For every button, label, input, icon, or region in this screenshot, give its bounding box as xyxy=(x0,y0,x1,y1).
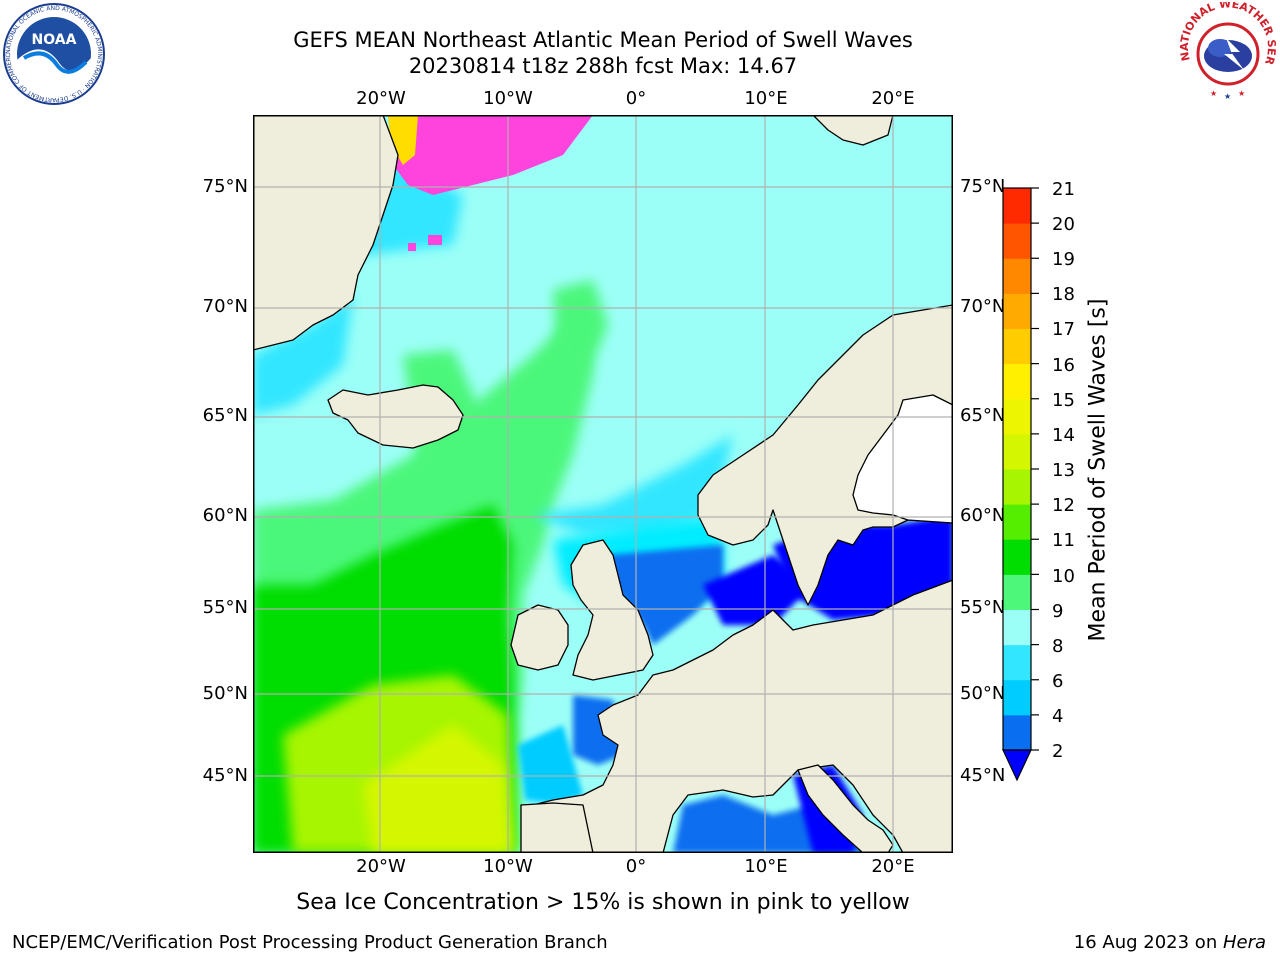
chart-subtitle: 20230814 t18z 288h fcst Max: 14.67 xyxy=(408,54,798,78)
colorbar-band xyxy=(1003,504,1031,540)
lat-label-left-45n: 45°N xyxy=(202,765,248,786)
graticule xyxy=(253,115,953,853)
noaa-logo: NATIONAL OCEANIC AND ATMOSPHERIC ADMINIS… xyxy=(2,2,105,105)
colorbar-band xyxy=(1003,644,1031,681)
noaa-logo-text: NOAA xyxy=(32,32,77,48)
colorbar-tick-label: 4 xyxy=(1052,706,1064,727)
svg-text:★: ★ xyxy=(1224,92,1231,101)
lon-label-bottom-10w: 10°W xyxy=(483,856,533,877)
colorbar-tick-label: 17 xyxy=(1052,319,1075,340)
scandinavia-land xyxy=(697,304,953,606)
lat-label-right-65n: 65°N xyxy=(960,405,1006,426)
lat-label-left-50n: 50°N xyxy=(202,683,248,704)
svg-text:★: ★ xyxy=(1210,89,1217,98)
lon-label-top-0: 0° xyxy=(625,88,647,109)
colorbar-bands xyxy=(1003,188,1031,751)
colorbar-tick-label: 16 xyxy=(1052,355,1075,376)
footer-date: 16 Aug 2023 on Hera xyxy=(1074,932,1266,953)
lat-label-left-75n: 75°N xyxy=(202,176,248,197)
lon-label-top-10w: 10°W xyxy=(483,88,533,109)
british-isles-land xyxy=(570,539,654,681)
finland-white-region xyxy=(852,394,953,524)
colorbar-tick-label: 19 xyxy=(1052,249,1075,270)
colorbar-tick-label: 13 xyxy=(1052,460,1075,481)
ireland-land xyxy=(510,604,569,671)
lon-label-top-20w: 20°W xyxy=(356,88,406,109)
lat-label-right-70n: 70°N xyxy=(960,296,1006,317)
lon-label-top-10e: 10°E xyxy=(744,88,788,109)
colorbar-band xyxy=(1003,328,1031,365)
colorbar-tick-label: 8 xyxy=(1052,636,1064,657)
lon-label-bottom-20e: 20°E xyxy=(871,856,915,877)
lat-label-right-45n: 45°N xyxy=(960,765,1006,786)
lat-label-left-60n: 60°N xyxy=(202,505,248,526)
colorbar-band xyxy=(1003,609,1031,646)
colorbar-tick-label: 21 xyxy=(1052,179,1075,200)
colorbar-band xyxy=(1003,398,1031,435)
colorbar-band xyxy=(1003,714,1031,751)
colorbar-tick-label: 14 xyxy=(1052,425,1075,446)
colorbar-tick-label: 6 xyxy=(1052,671,1064,692)
footer-credit: NCEP/EMC/Verification Post Processing Pr… xyxy=(12,932,608,953)
lat-label-left-65n: 65°N xyxy=(202,405,248,426)
colorbar-band xyxy=(1003,574,1031,610)
colorbar-band xyxy=(1003,433,1031,470)
colorbar-band xyxy=(1003,539,1031,575)
lon-label-top-20e: 20°E xyxy=(871,88,915,109)
lat-label-right-60n: 60°N xyxy=(960,505,1006,526)
colorbar-tick-label: 18 xyxy=(1052,284,1075,305)
colorbar-band xyxy=(1003,469,1031,505)
lon-label-bottom-10e: 10°E xyxy=(744,856,788,877)
svg-text:★: ★ xyxy=(1238,89,1245,98)
lat-label-right-50n: 50°N xyxy=(960,683,1006,704)
colorbar-band xyxy=(1003,188,1031,224)
colorbar-tick-label: 2 xyxy=(1052,741,1064,762)
colorbar-ticks xyxy=(1031,187,1039,751)
swell-period-map xyxy=(253,115,953,853)
lat-label-left-55n: 55°N xyxy=(202,597,248,618)
colorbar-tick-label: 9 xyxy=(1052,601,1064,622)
lat-label-right-55n: 55°N xyxy=(960,597,1006,618)
colorbar xyxy=(1002,187,1039,782)
chart-title: GEFS MEAN Northeast Atlantic Mean Period… xyxy=(293,28,913,52)
footer-host: Hera xyxy=(1222,932,1266,953)
land-masses xyxy=(253,115,953,853)
nws-logo: NATIONAL WEATHER SERVICE ★ ★ ★ xyxy=(1176,2,1278,101)
colorbar-label: Mean Period of Swell Waves [s] xyxy=(1085,298,1111,642)
colorbar-under-triangle xyxy=(1002,749,1032,782)
colorbar-tick-label: 20 xyxy=(1052,214,1075,235)
lat-label-left-70n: 70°N xyxy=(202,296,248,317)
colorbar-tick-label: 12 xyxy=(1052,495,1075,516)
colorbar-band xyxy=(1003,679,1031,716)
lon-label-bottom-0: 0° xyxy=(625,856,647,877)
continental-europe-land xyxy=(527,579,953,853)
colorbar-tick-label: 10 xyxy=(1052,566,1075,587)
greenland-land xyxy=(253,115,399,351)
lon-label-bottom-20w: 20°W xyxy=(356,856,406,877)
colorbar-tick-label: 15 xyxy=(1052,390,1075,411)
map-border xyxy=(253,115,953,853)
colorbar-band xyxy=(1003,258,1031,294)
iberia-land xyxy=(520,802,594,853)
colorbar-band xyxy=(1003,293,1031,329)
colorbar-band xyxy=(1003,223,1031,259)
colorbar-tick-label: 11 xyxy=(1052,530,1075,551)
svalbard-land xyxy=(812,115,894,146)
colorbar-band xyxy=(1003,363,1031,400)
lat-label-right-75n: 75°N xyxy=(960,176,1006,197)
sea-ice-note: Sea Ice Concentration > 15% is shown in … xyxy=(296,890,910,915)
footer-date-text: 16 Aug 2023 on xyxy=(1073,932,1223,953)
